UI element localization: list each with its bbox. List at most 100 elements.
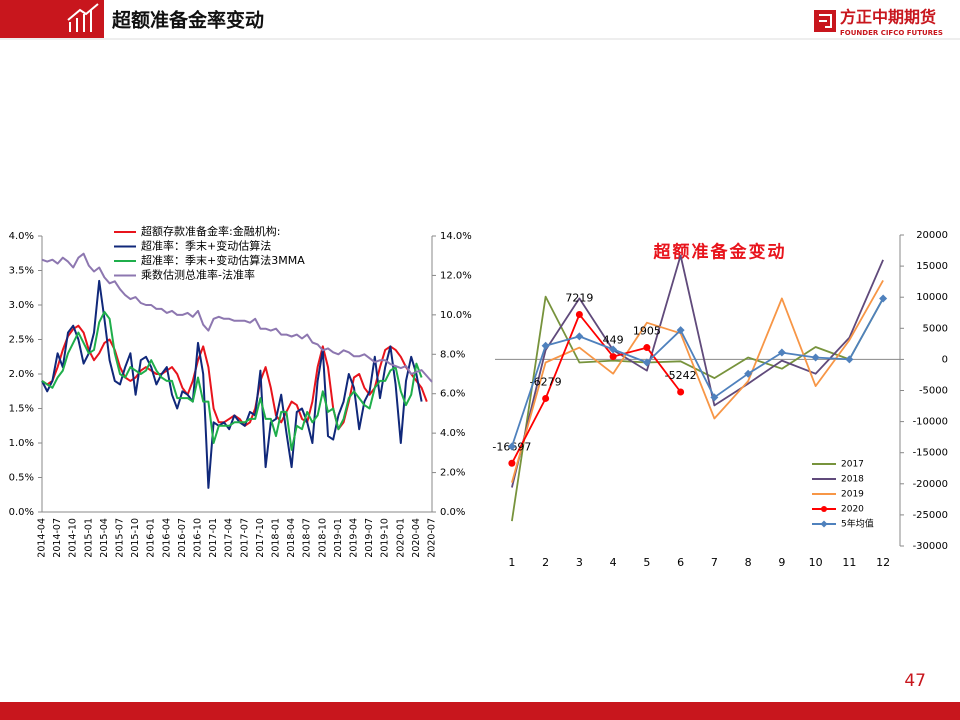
point (879, 294, 888, 303)
x-tick-label: 2019-04 (349, 518, 360, 558)
x-tick-label: 2015-04 (99, 518, 110, 558)
x-tick-label: 2 (542, 556, 549, 569)
y-tick-label: 5000 (923, 323, 948, 334)
y-tick-label: 2.0% (440, 468, 465, 479)
x-tick-label: 5 (643, 556, 650, 569)
legend-marker (821, 506, 827, 512)
x-tick-label: 2020-07 (427, 518, 438, 558)
y-tick-label: -5000 (919, 386, 948, 397)
data-label: 7219 (565, 291, 593, 304)
series-line (511, 295, 884, 522)
point (642, 358, 651, 367)
legend-label: 超准率：季末+变动估算法3MMA (141, 253, 305, 267)
y-tick-label: 1.5% (9, 404, 34, 415)
legend-label: 乘数估测总准率-法准率 (141, 268, 255, 282)
y-tick-label: 1.0% (9, 438, 34, 449)
point (676, 326, 685, 335)
x-tick-label: 3 (576, 556, 583, 569)
y-tick-label: -20000 (913, 479, 948, 490)
point (811, 353, 820, 362)
header-title: 超额准备金率变动 (111, 9, 264, 32)
y-tick-label: -30000 (913, 541, 948, 552)
x-tick-label: 2016-01 (146, 518, 157, 558)
x-tick-label: 12 (876, 556, 890, 569)
x-tick-label: 2019-01 (333, 518, 344, 558)
y-tick-label: 10.0% (440, 310, 472, 321)
series-line (511, 279, 884, 483)
legend-label: 2017 (841, 460, 864, 470)
legend-label: 5年均值 (841, 518, 874, 530)
y-tick-label: 20000 (916, 230, 948, 241)
x-tick-label: 2014-07 (52, 518, 63, 558)
data-label: 1905 (633, 325, 661, 338)
chart-title: 超额准备金变动 (654, 242, 787, 263)
x-tick-label: 7 (711, 556, 718, 569)
x-tick-label: 2015-07 (115, 518, 126, 558)
legend-label: 2020 (841, 505, 864, 515)
x-tick-label: 2017-01 (208, 518, 219, 558)
x-tick-label: 2017-04 (224, 518, 235, 558)
series-line (41, 310, 423, 451)
series-line (41, 279, 423, 489)
x-tick-label: 8 (745, 556, 752, 569)
x-tick-label: 2015-01 (83, 518, 94, 558)
x-tick-label: 2018-10 (317, 518, 328, 558)
logo-subtext: FOUNDER CIFCO FUTURES (840, 29, 943, 37)
point (643, 344, 651, 352)
x-tick-label: 6 (677, 556, 684, 569)
y-tick-label: 4.0% (440, 428, 465, 439)
page-number: 47 (904, 671, 926, 691)
point (541, 341, 550, 350)
x-tick-label: 2019-07 (364, 518, 375, 558)
x-tick-label: 2014-10 (68, 518, 79, 558)
series-line (511, 254, 884, 488)
point (845, 355, 854, 364)
point (507, 442, 516, 451)
x-tick-label: 2019-10 (380, 518, 391, 558)
x-tick-label: 1 (508, 556, 515, 569)
y-tick-label: 15000 (916, 261, 948, 272)
y-tick-label: 0.0% (440, 507, 465, 518)
y-tick-label: 6.0% (440, 389, 465, 400)
point (609, 353, 617, 361)
x-tick-label: 2020-04 (411, 518, 422, 558)
point (575, 310, 583, 318)
header-bar (0, 0, 104, 38)
point (575, 332, 584, 341)
x-tick-label: 2016-04 (161, 518, 172, 558)
legend-label: 2019 (841, 490, 864, 500)
series-line (41, 252, 433, 383)
y-tick-label: 2.5% (9, 335, 34, 346)
y-tick-label: -10000 (913, 417, 948, 428)
footer-bar (0, 702, 960, 720)
x-tick-label: 2016-10 (193, 518, 204, 558)
y-tick-label: 8.0% (440, 349, 465, 360)
x-tick-label: 11 (842, 556, 856, 569)
y-tick-label: 10000 (916, 292, 948, 303)
x-tick-label: 9 (778, 556, 785, 569)
series-line (41, 324, 428, 431)
logo-glyph (819, 14, 832, 28)
y-tick-label: 0.5% (9, 473, 34, 484)
x-tick-label: 2020-01 (395, 518, 406, 558)
x-tick-label: 2018-04 (286, 518, 297, 558)
x-tick-label: 2018-07 (302, 518, 313, 558)
y-tick-label: -15000 (913, 448, 948, 459)
data-label: -5242 (665, 369, 697, 382)
logo-text: 方正中期期货 (840, 8, 936, 27)
y-tick-label: 4.0% (9, 231, 34, 242)
x-tick-label: 2014-04 (37, 518, 48, 558)
x-tick-label: 2016-07 (177, 518, 188, 558)
point (508, 459, 516, 467)
data-label: 449 (603, 334, 624, 347)
point (710, 393, 719, 402)
y-tick-label: 0 (942, 354, 948, 365)
x-tick-label: 2015-10 (130, 518, 141, 558)
data-label: -6279 (530, 375, 562, 388)
series-line (511, 297, 884, 447)
y-tick-label: -25000 (913, 510, 948, 521)
y-tick-label: 2.0% (9, 369, 34, 380)
legend-label: 2018 (841, 475, 864, 485)
